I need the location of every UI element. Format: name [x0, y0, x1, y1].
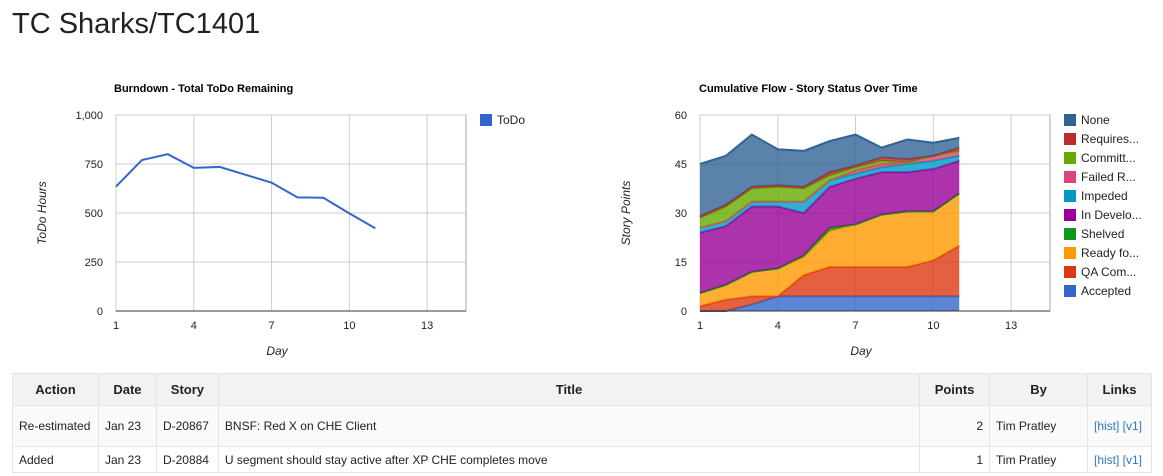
- x-tick-label: 13: [421, 320, 433, 332]
- x-axis-label: Day: [850, 344, 872, 358]
- series-line-todo: [115, 153, 376, 230]
- legend-swatch: [1064, 133, 1076, 145]
- cell-action: Added: [12, 446, 99, 473]
- y-tick-label: 15: [675, 257, 687, 269]
- legend-label: None: [1081, 113, 1110, 127]
- y-tick-label: 60: [675, 110, 687, 122]
- cell-title: BNSF: Red X on CHE Client: [217, 405, 921, 447]
- y-axis-label: ToDo Hours: [35, 181, 49, 245]
- area-edge-4: [699, 159, 960, 234]
- table-header-row: Action Date Story Title Points By Links: [12, 373, 1153, 406]
- legend-label: Failed R...: [1081, 170, 1136, 184]
- legend-swatch: [1064, 114, 1076, 126]
- cell-points: 1: [919, 446, 991, 473]
- area-4: [700, 160, 960, 294]
- y-tick-label: 500: [85, 208, 103, 220]
- cell-date: Jan 23: [97, 446, 157, 473]
- y-axis-label: Story Points: [619, 181, 633, 246]
- area-9: [700, 134, 960, 217]
- cumulative-flow-chart: Cumulative Flow - Story Status Over Time…: [619, 83, 1142, 358]
- area-edge-9: [699, 133, 960, 165]
- legend-label: Impeded: [1081, 189, 1128, 203]
- table-row: Added Jan 23 D-20884 U segment should st…: [12, 446, 1153, 473]
- legend-label: Requires...: [1081, 132, 1139, 146]
- legend-label: Shelved: [1081, 227, 1124, 241]
- header-links: Links: [1086, 373, 1153, 406]
- legend-swatch: [1064, 152, 1076, 164]
- x-tick-label: 7: [852, 320, 858, 332]
- header-date: Date: [97, 373, 157, 406]
- v1-link[interactable]: [v1]: [1122, 419, 1143, 433]
- x-tick-label: 7: [268, 320, 274, 332]
- x-tick-label: 1: [697, 320, 703, 332]
- legend-swatch: [1064, 266, 1076, 278]
- area-1: [700, 245, 960, 311]
- header-by: By: [989, 373, 1088, 406]
- legend-label: Ready fo...: [1081, 246, 1139, 260]
- table-row: Re-estimated Jan 23 D-20867 BNSF: Red X …: [12, 405, 1153, 447]
- legend-swatch: [1064, 209, 1076, 221]
- legend-label: In Develo...: [1081, 208, 1142, 222]
- x-tick-label: 4: [775, 320, 781, 332]
- cell-links: [hist] [v1]: [1086, 446, 1153, 473]
- cell-title: U segment should stay active after XP CH…: [217, 446, 921, 473]
- legend-swatch: [1064, 285, 1076, 297]
- y-tick-label: 1,000: [75, 110, 103, 122]
- chart-title: Cumulative Flow - Story Status Over Time: [699, 83, 918, 95]
- legend-label: ToDo: [497, 113, 525, 127]
- area-5: [700, 155, 960, 233]
- hist-link[interactable]: [hist]: [1093, 452, 1120, 467]
- cell-points: 2: [919, 405, 991, 447]
- hist-link[interactable]: [hist]: [1093, 419, 1120, 433]
- header-story: Story: [155, 373, 219, 406]
- x-tick-label: 10: [927, 320, 939, 332]
- legend-swatch: [1064, 190, 1076, 202]
- cell-by: Tim Pratley: [989, 405, 1088, 447]
- area-2: [700, 193, 960, 307]
- v1-link[interactable]: [v1]: [1122, 452, 1143, 467]
- header-points: Points: [919, 373, 991, 406]
- story-change-table: Action Date Story Title Points By Links …: [12, 373, 1153, 473]
- legend-label: QA Com...: [1081, 265, 1136, 279]
- legend-swatch: [1064, 228, 1076, 240]
- y-tick-label: 250: [85, 257, 103, 269]
- header-title: Title: [217, 373, 921, 406]
- y-tick-label: 45: [675, 159, 687, 171]
- y-tick-label: 30: [675, 208, 687, 220]
- cell-story: D-20867: [155, 405, 219, 447]
- x-axis-label: Day: [266, 344, 288, 358]
- x-tick-label: 13: [1005, 320, 1017, 332]
- burndown-chart: Burndown - Total ToDo Remaining 0 250 500 75…: [35, 83, 525, 358]
- x-tick-label: 4: [191, 320, 197, 332]
- y-tick-label: 750: [85, 159, 103, 171]
- cell-date: Jan 23: [97, 405, 157, 447]
- legend-swatch: [1064, 247, 1076, 259]
- header-action: Action: [12, 373, 99, 406]
- legend-swatch: [1064, 171, 1076, 183]
- chart-title: Burndown - Total ToDo Remaining: [114, 83, 293, 95]
- area-6: [700, 150, 960, 228]
- cell-story: D-20884: [155, 446, 219, 473]
- x-tick-label: 1: [113, 320, 119, 332]
- area-edge-3: [699, 192, 960, 294]
- page-title: TC Sharks/TC1401: [12, 8, 261, 40]
- legend-label: Accepted: [1081, 284, 1131, 298]
- y-tick-label: 0: [681, 306, 687, 318]
- legend-label: Committ...: [1081, 151, 1136, 165]
- cell-action: Re-estimated: [12, 405, 99, 447]
- legend-swatch: [480, 114, 492, 126]
- cell-by: Tim Pratley: [989, 446, 1088, 473]
- x-tick-label: 10: [343, 320, 355, 332]
- y-tick-label: 0: [97, 306, 103, 318]
- cell-links: [hist] [v1]: [1086, 405, 1153, 447]
- area-0: [700, 296, 960, 311]
